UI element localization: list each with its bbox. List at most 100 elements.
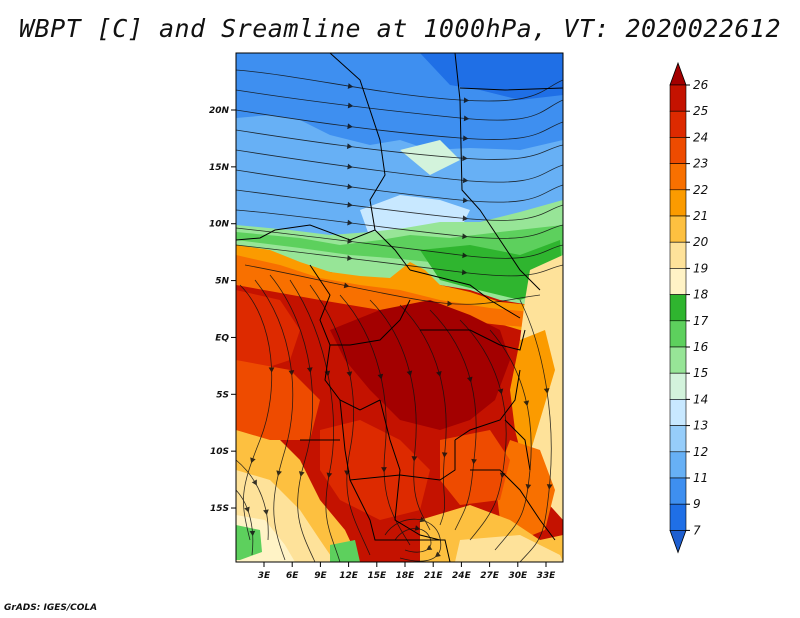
colorbar-segment bbox=[669, 84, 687, 112]
streamline-arrow bbox=[250, 457, 256, 464]
colorbar-label: 9 bbox=[693, 497, 701, 511]
colorbar-label: 12 bbox=[693, 445, 708, 459]
streamline-arrow bbox=[471, 458, 477, 465]
lat-tick-label: 10N bbox=[209, 220, 230, 230]
streamline-arrow bbox=[461, 269, 468, 276]
colorbar-segment bbox=[669, 372, 687, 400]
streamline-arrow bbox=[346, 371, 353, 378]
colorbar-segment bbox=[669, 137, 687, 164]
streamline-arrow bbox=[462, 215, 469, 222]
lon-tick-label: 15E bbox=[367, 571, 387, 581]
streamline-arrow bbox=[462, 155, 468, 162]
streamline-arrow bbox=[347, 123, 353, 130]
streamline-arrow bbox=[347, 183, 353, 190]
lon-tick-label: 9E bbox=[314, 571, 327, 581]
streamline-arrow bbox=[543, 388, 550, 394]
lon-tick-label: 30E bbox=[508, 571, 528, 581]
map-frame bbox=[235, 52, 564, 563]
colorbar-segment bbox=[669, 320, 687, 348]
streamline-arrow bbox=[436, 371, 442, 377]
chart-title: WBPT [C] and Sreamline at 1000hPa, VT: 2… bbox=[18, 14, 781, 43]
latitude-axis: 20N 15N 10N 5N EQ 5S 10S 15S bbox=[209, 106, 236, 514]
colorbar-segment bbox=[669, 241, 687, 269]
colorbar-label: 22 bbox=[693, 183, 708, 197]
colorbar-label: 20 bbox=[693, 235, 709, 249]
lat-tick-label: 5N bbox=[215, 277, 229, 287]
streamline-arrow bbox=[249, 530, 256, 537]
streamline-arrow bbox=[381, 467, 387, 473]
colorbar-label: 26 bbox=[693, 78, 709, 92]
streamline-arrow bbox=[344, 470, 350, 476]
colorbar-label: 24 bbox=[693, 130, 708, 144]
streamline-arrow bbox=[276, 470, 282, 477]
streamline-arrow bbox=[244, 506, 250, 513]
lon-tick-label: 33E bbox=[537, 571, 557, 581]
streamline-arrow bbox=[463, 135, 469, 142]
streamline-arrow bbox=[462, 252, 468, 259]
colorbar-label: 7 bbox=[693, 523, 701, 537]
streamline-arrow bbox=[347, 201, 353, 208]
lon-tick-label: 18E bbox=[396, 571, 416, 581]
lon-tick-label: 27E bbox=[480, 571, 500, 581]
streamline-arrow bbox=[306, 367, 313, 373]
colorbar: 26 25 24 23 22 21 20 19 18 17 16 15 14 13 12 11 9 7 bbox=[669, 61, 709, 554]
colorbar-label: 25 bbox=[693, 104, 708, 118]
streamline-arrow bbox=[347, 102, 354, 109]
colorbar-segment bbox=[669, 503, 687, 531]
streamline-arrow bbox=[263, 509, 269, 516]
streamline-arrow bbox=[523, 400, 530, 407]
colorbar-bottom-arrow bbox=[669, 530, 687, 554]
lat-tick-label: 5S bbox=[216, 390, 229, 400]
streamline-arrow bbox=[268, 367, 275, 373]
streamline-arrow bbox=[463, 115, 470, 122]
streamline-arrow bbox=[447, 300, 453, 307]
streamline-arrow bbox=[546, 484, 553, 490]
colorbar-segment bbox=[669, 477, 687, 505]
streamline-arrow bbox=[463, 97, 470, 104]
longitude-axis: 3E 6E 9E 12E 15E 18E 21E 24E 27E 30E 33E bbox=[258, 562, 556, 581]
colorbar-label: 23 bbox=[693, 157, 708, 171]
wbpt-shading bbox=[236, 53, 563, 562]
streamline-arrow bbox=[347, 219, 353, 226]
lon-tick-label: 21E bbox=[424, 571, 444, 581]
streamline-arrow bbox=[497, 388, 504, 395]
streamline-arrow bbox=[435, 551, 441, 558]
colorbar-segment bbox=[669, 110, 687, 138]
streamline-arrow bbox=[406, 370, 413, 377]
streamline-arrow bbox=[347, 83, 354, 89]
lon-tick-label: 3E bbox=[258, 571, 271, 581]
colorbar-label: 15 bbox=[693, 366, 708, 380]
lon-tick-label: 12E bbox=[339, 571, 359, 581]
streamline-arrow bbox=[441, 452, 448, 458]
colorbar-segment bbox=[669, 215, 687, 243]
colorbar-label: 17 bbox=[693, 314, 709, 328]
streamline-arrow bbox=[251, 479, 257, 486]
streamline-arrow bbox=[462, 197, 469, 204]
colorbar-segment bbox=[669, 346, 687, 374]
colorbar-segment bbox=[669, 268, 687, 295]
colorbar-label: 21 bbox=[693, 209, 708, 223]
lat-tick-label: EQ bbox=[215, 333, 229, 343]
colorbar-segment bbox=[669, 425, 687, 453]
colorbar-label: 18 bbox=[693, 288, 709, 302]
grads-credit: GrADS: IGES/COLA bbox=[4, 603, 98, 613]
streamline-arrow bbox=[462, 233, 468, 240]
colorbar-segment bbox=[669, 451, 687, 479]
streamline-arrow bbox=[343, 282, 350, 289]
lat-tick-label: 15S bbox=[210, 504, 229, 514]
streamline-arrow bbox=[411, 456, 418, 462]
streamline-arrow bbox=[525, 484, 532, 490]
streamline-arrow bbox=[426, 544, 433, 551]
streamline-arrow bbox=[288, 370, 295, 376]
streamline-arrow bbox=[466, 376, 473, 383]
lat-tick-label: 20N bbox=[209, 106, 230, 116]
colorbar-segment bbox=[669, 294, 687, 322]
colorbar-label: 13 bbox=[693, 419, 708, 433]
colorbar-label: 16 bbox=[693, 340, 709, 354]
streamline-arrow bbox=[326, 472, 333, 479]
streamline-arrow bbox=[298, 471, 305, 477]
colorbar-segment bbox=[669, 163, 687, 191]
streamline-arrow bbox=[347, 163, 353, 170]
colorbar-label: 19 bbox=[693, 261, 708, 275]
